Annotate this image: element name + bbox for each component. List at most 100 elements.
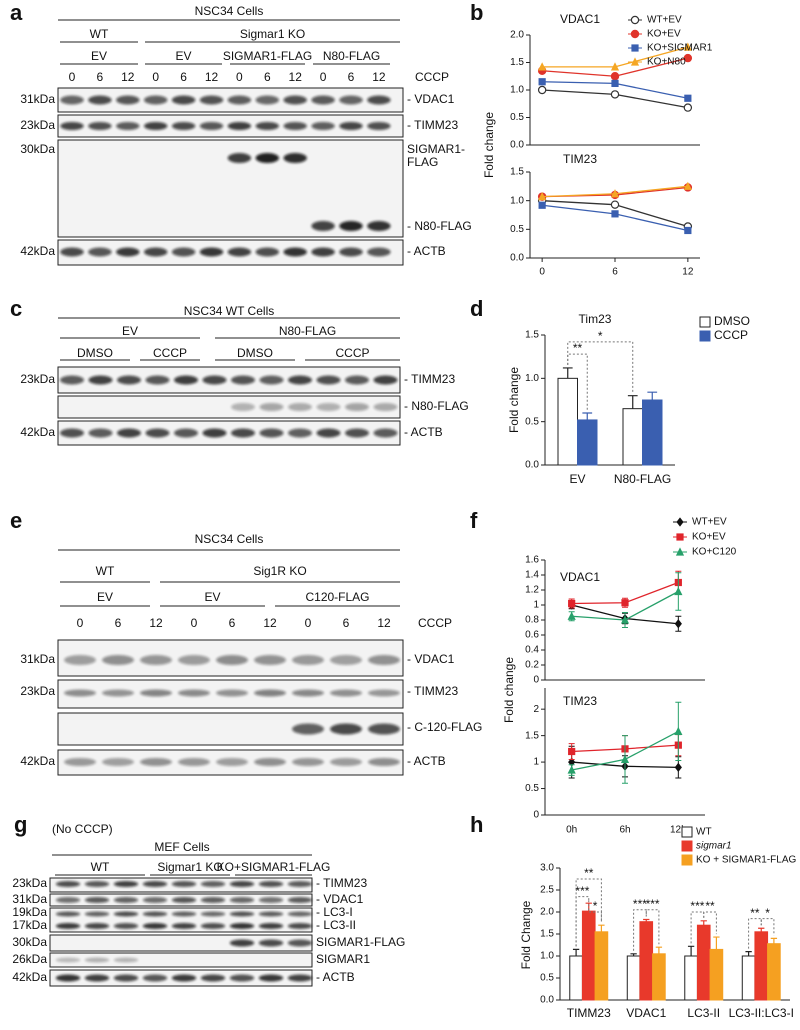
band [88, 428, 113, 438]
error-bar [655, 946, 663, 954]
band [368, 655, 400, 665]
significance-bracket [760, 918, 775, 936]
subgroup-label: DMSO [237, 346, 273, 360]
marker [567, 765, 576, 774]
band [102, 655, 134, 665]
band [373, 428, 398, 438]
marker [620, 615, 630, 624]
size-marker: 42kDa [20, 754, 55, 768]
panel-letter: a [10, 0, 23, 25]
panel-letter: h [470, 812, 483, 837]
significance-bracket [645, 909, 660, 945]
band [116, 95, 140, 105]
band [229, 923, 255, 929]
protein-label: - LC3-I [316, 905, 353, 919]
bar [754, 931, 769, 1001]
chart-title: VDAC1 [560, 570, 600, 584]
band [60, 428, 84, 438]
lane-label: 12 [121, 70, 135, 84]
bar [626, 955, 641, 1001]
significance-label: ** [750, 906, 760, 920]
band [88, 375, 113, 385]
x-tick-label: 0h [566, 825, 577, 836]
band [258, 881, 284, 887]
treatment-label: CCCP [415, 70, 449, 84]
chart-title: TIM23 [563, 694, 597, 708]
bar [594, 931, 609, 1001]
marker [674, 762, 682, 772]
error-bar [562, 367, 573, 379]
band [311, 247, 335, 257]
band [113, 957, 139, 963]
blot-strip [57, 420, 401, 446]
band [171, 911, 197, 917]
protein-label: - LC3-II [316, 918, 356, 932]
size-marker: 42kDa [20, 244, 55, 258]
band [227, 122, 252, 130]
subgroup-label: WT [91, 860, 110, 874]
error-bar [687, 945, 695, 956]
band [64, 655, 96, 665]
marker [676, 517, 684, 527]
significance-bracket [633, 909, 647, 951]
band [199, 247, 224, 257]
legend-label: DMSO [714, 314, 750, 328]
band [60, 375, 84, 385]
lane-label: 0 [77, 616, 84, 630]
protein-label: - TIMM23 [407, 118, 458, 132]
marker [611, 79, 619, 87]
marker [610, 62, 620, 71]
panel-letter: e [10, 508, 22, 533]
chart-title: TIM23 [563, 152, 597, 166]
marker [674, 586, 683, 596]
band [145, 375, 170, 385]
protein-label: - ACTB [407, 754, 446, 768]
protein-label: - N80-FLAG [404, 399, 469, 413]
marker [537, 85, 547, 95]
panel-letter: d [470, 296, 483, 321]
band [258, 911, 284, 917]
size-marker: 30kDa [20, 142, 55, 156]
error-bar [598, 924, 605, 932]
bar [767, 943, 781, 1001]
bar [557, 377, 578, 466]
band [102, 689, 134, 697]
band [171, 974, 197, 982]
band [174, 428, 198, 438]
blot-title: NSC34 Cells [195, 4, 264, 18]
subgroup-label: DMSO [77, 346, 113, 360]
marker [620, 754, 630, 764]
significance-bracket [588, 900, 602, 923]
band [287, 974, 313, 982]
blot-title: NSC34 Cells [195, 532, 264, 546]
marker [568, 599, 576, 608]
band [199, 95, 224, 105]
band [288, 375, 312, 385]
chart-title: VDAC1 [560, 12, 600, 26]
marker [630, 15, 640, 25]
significance-label: ** [584, 866, 594, 880]
bar [652, 953, 666, 1001]
x-tick-label: EV [569, 472, 585, 486]
legend-label: KO+EV [647, 29, 681, 40]
legend-label: WT+EV [692, 517, 727, 528]
band [142, 923, 168, 929]
band [142, 897, 168, 903]
band [199, 122, 224, 130]
significance-bracket [748, 918, 762, 949]
subgroup-label: CCCP [335, 346, 369, 360]
band [143, 95, 168, 105]
subgroup-label: SIGMAR1-FLAG [223, 49, 312, 63]
band [311, 95, 335, 105]
legend-label: sigmar1 [696, 841, 732, 852]
band [255, 153, 280, 163]
band [231, 403, 255, 411]
error-bar [700, 920, 707, 926]
bar [577, 419, 598, 466]
legend-swatch [681, 840, 693, 852]
y-tick-label: 1.5 [525, 330, 539, 341]
band [287, 881, 313, 887]
panel-letter: g [14, 812, 27, 837]
blot-title: NSC34 WT Cells [184, 304, 274, 318]
band [84, 911, 110, 917]
